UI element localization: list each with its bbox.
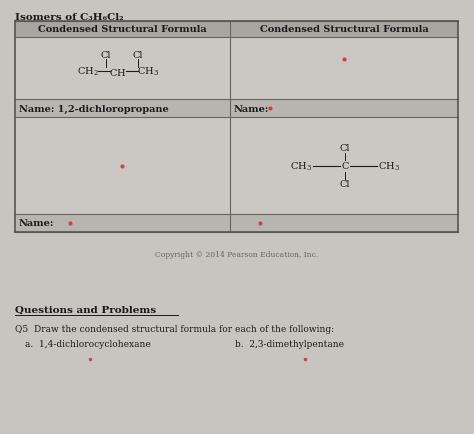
Text: Name:: Name: bbox=[234, 104, 269, 113]
Text: Condensed Structural Formula: Condensed Structural Formula bbox=[260, 26, 428, 34]
Bar bbox=[15, 22, 458, 233]
Text: Isomers of C₃H₆Cl₂: Isomers of C₃H₆Cl₂ bbox=[15, 13, 124, 22]
Text: Name: 1,2-dichloropropane: Name: 1,2-dichloropropane bbox=[19, 104, 169, 113]
Text: $\mathregular{CH_2}$: $\mathregular{CH_2}$ bbox=[77, 66, 99, 78]
Text: Copyright © 2014 Pearson Education, Inc.: Copyright © 2014 Pearson Education, Inc. bbox=[155, 250, 319, 258]
Text: $\mathregular{CH_3}$: $\mathregular{CH_3}$ bbox=[290, 160, 312, 172]
Text: Questions and Problems: Questions and Problems bbox=[15, 305, 156, 314]
Text: C: C bbox=[341, 161, 349, 171]
Bar bbox=[15, 214, 458, 233]
Text: $\mathregular{CH_3}$: $\mathregular{CH_3}$ bbox=[378, 160, 400, 172]
Text: Cl: Cl bbox=[101, 51, 111, 60]
Text: $\mathregular{CH_3}$: $\mathregular{CH_3}$ bbox=[137, 66, 159, 78]
Text: Cl: Cl bbox=[340, 180, 350, 188]
Text: $\mathregular{CH}$: $\mathregular{CH}$ bbox=[109, 66, 127, 77]
Text: Q5  Draw the condensed structural formula for each of the following:: Q5 Draw the condensed structural formula… bbox=[15, 325, 334, 334]
Bar bbox=[15, 100, 458, 118]
Text: Cl: Cl bbox=[133, 51, 143, 60]
Text: Name:: Name: bbox=[19, 219, 55, 228]
Text: b.  2,3-dimethylpentane: b. 2,3-dimethylpentane bbox=[235, 340, 344, 349]
Text: a.  1,4-dichlorocyclohexane: a. 1,4-dichlorocyclohexane bbox=[25, 340, 151, 349]
Bar bbox=[15, 22, 458, 38]
Text: Condensed Structural Formula: Condensed Structural Formula bbox=[38, 26, 207, 34]
Text: Cl: Cl bbox=[340, 144, 350, 153]
